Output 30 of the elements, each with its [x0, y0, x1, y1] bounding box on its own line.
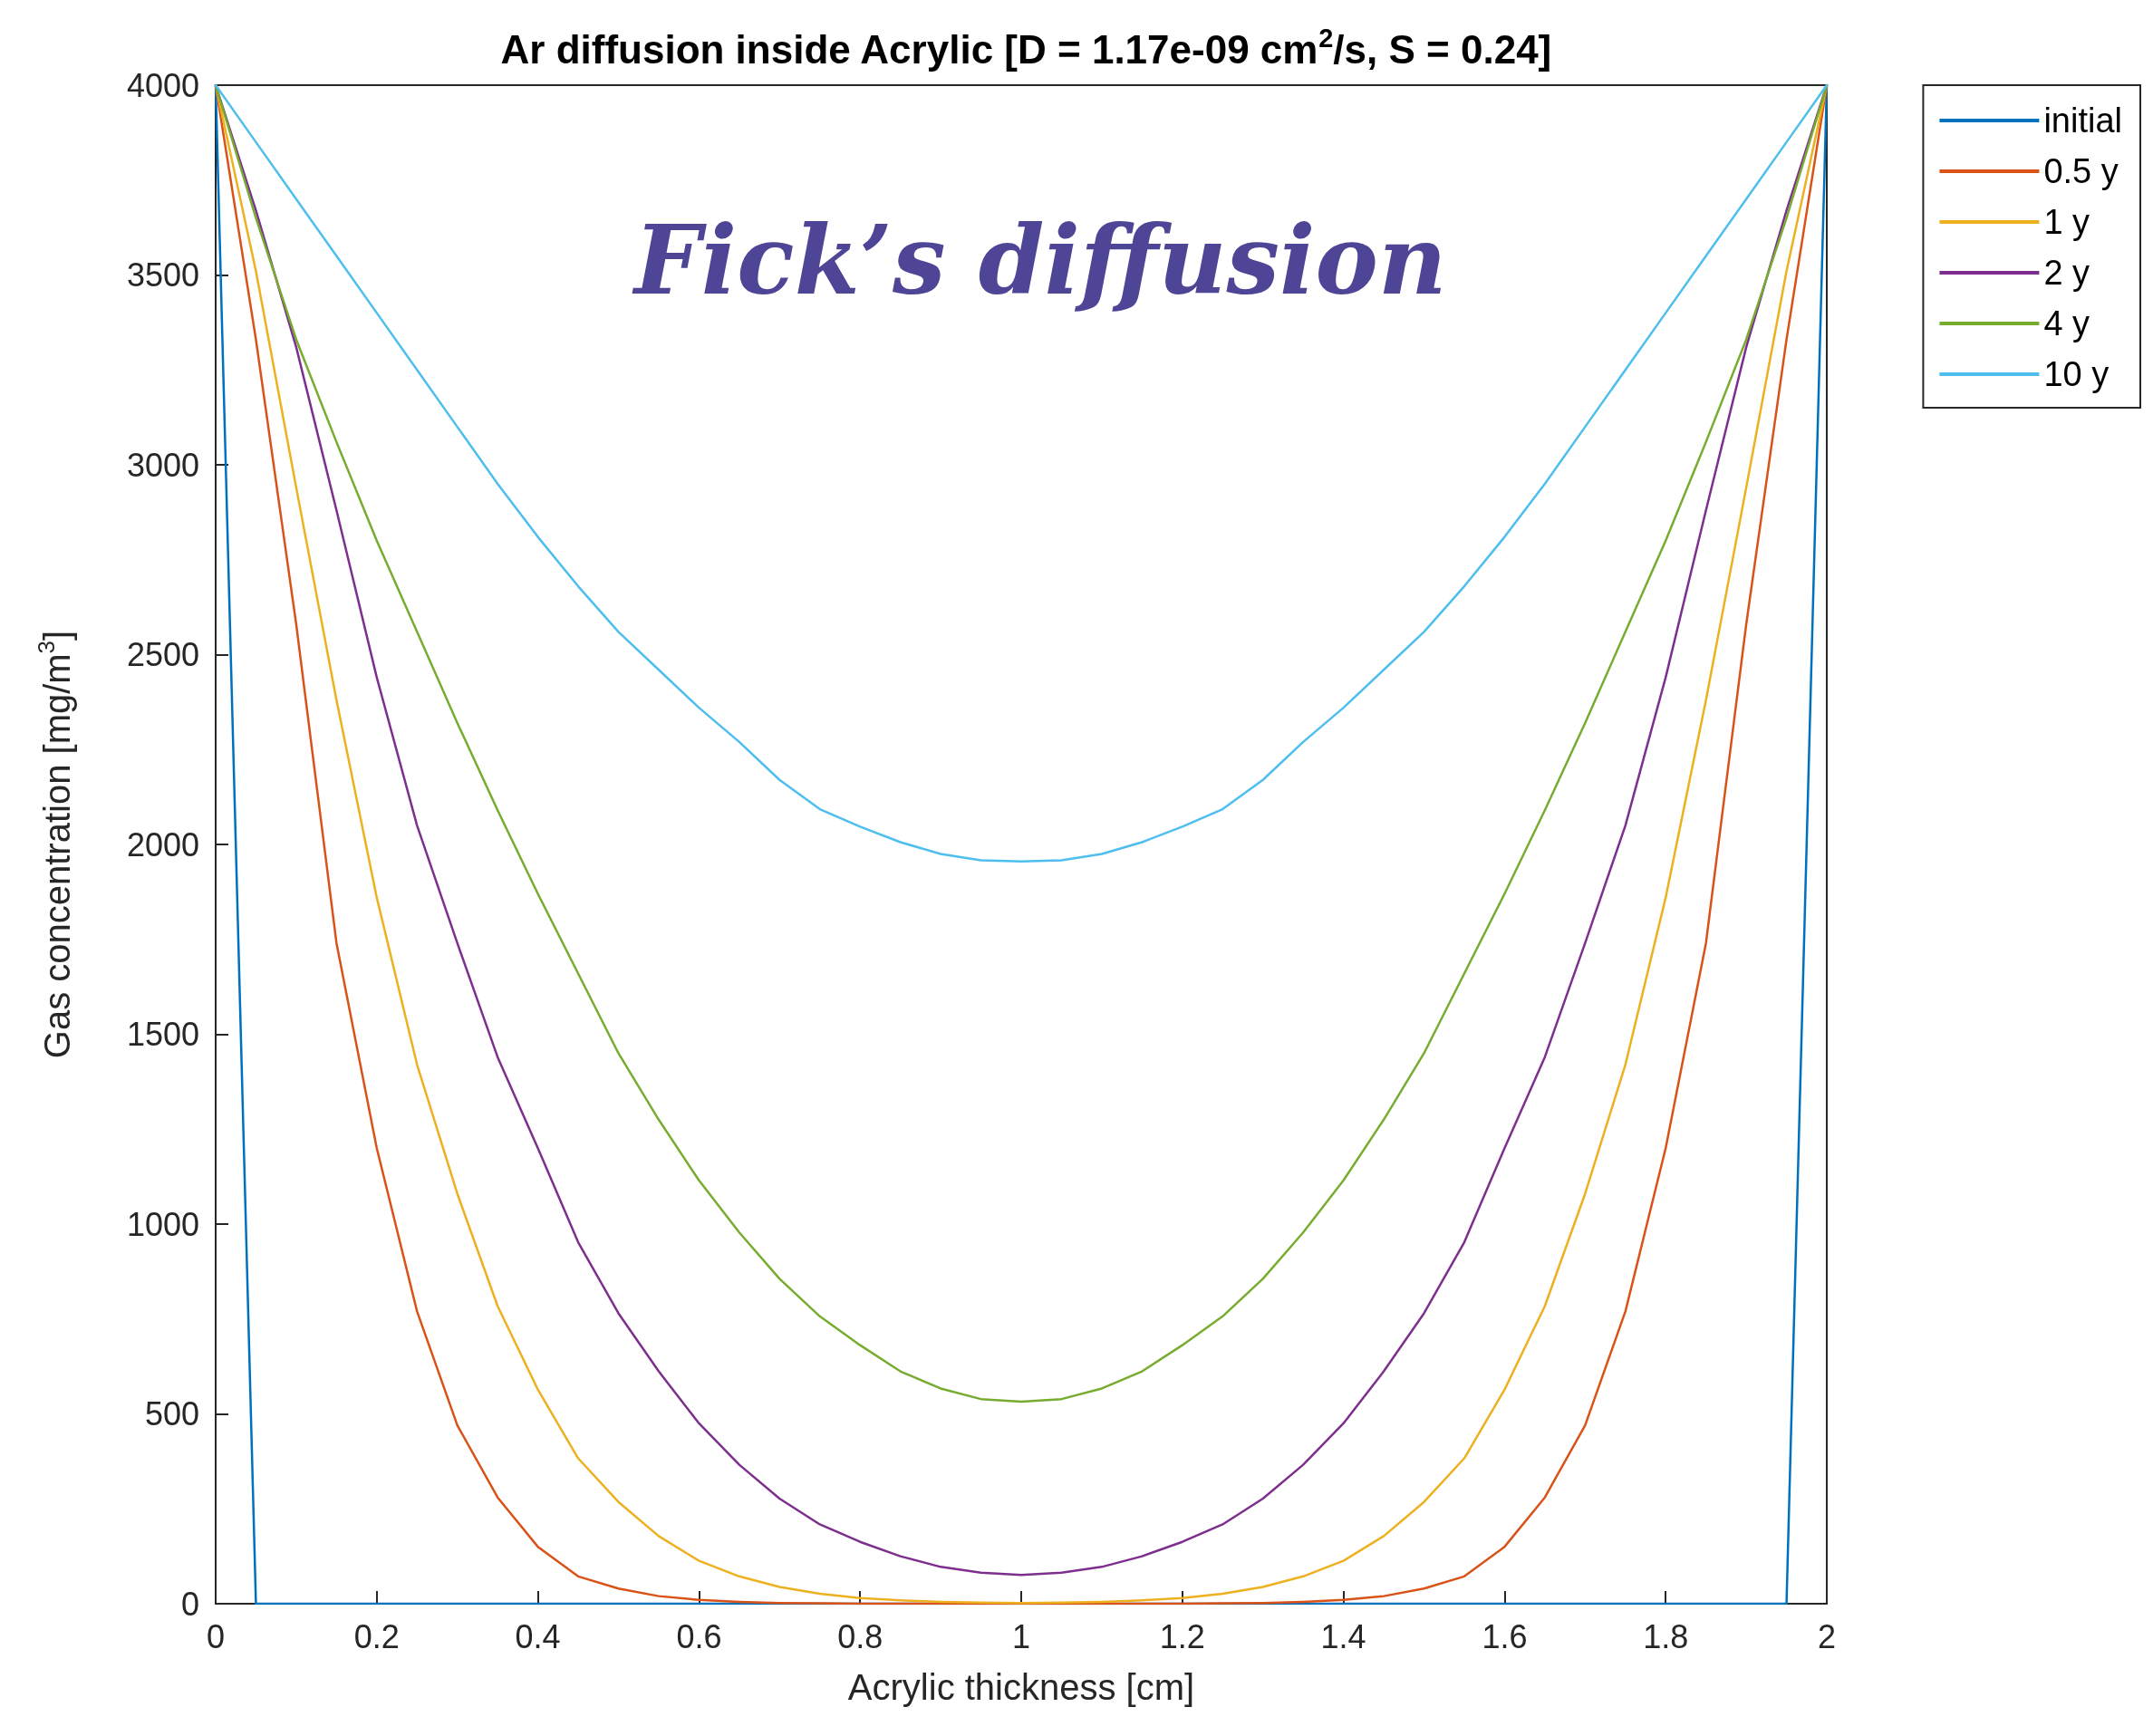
y-axis-title: Gas concentration [mg/m3] — [33, 630, 77, 1059]
y-tick-label: 1000 — [126, 1205, 199, 1243]
legend-label: 4 y — [2043, 304, 2090, 342]
x-tick-label: 1.8 — [1643, 1617, 1689, 1655]
line-series — [214, 83, 1829, 863]
x-tick-label: 1.6 — [1482, 1617, 1528, 1655]
x-tick-label: 0.2 — [353, 1617, 400, 1655]
y-tick-label: 3500 — [126, 256, 199, 294]
y-tick-label: 0 — [180, 1585, 199, 1623]
x-tick-label: 0.4 — [515, 1617, 561, 1655]
legend-label: 0.5 y — [2043, 152, 2119, 190]
legend-label: 1 y — [2043, 203, 2090, 241]
x-tick-label: 1.2 — [1159, 1617, 1205, 1655]
y-tick-label: 4000 — [126, 66, 199, 104]
legend-label: initial — [2043, 101, 2123, 140]
legend-label: 10 y — [2043, 355, 2110, 393]
y-tick-label: 2000 — [126, 825, 199, 863]
legend-label: 2 y — [2043, 254, 2090, 292]
x-tick-label: 0.8 — [837, 1617, 883, 1655]
x-axis-title: Acrylic thickness [cm] — [847, 1667, 1195, 1707]
x-tick-label: 1 — [1011, 1617, 1031, 1655]
x-tick-label: 1.4 — [1320, 1617, 1366, 1655]
y-tick-label: 2500 — [126, 636, 199, 673]
x-tick-label: 0.6 — [676, 1617, 722, 1655]
x-tick-label: 2 — [1817, 1617, 1837, 1655]
y-tick-label: 3000 — [126, 446, 199, 484]
annotation: Fick’s diffusion — [632, 204, 1447, 316]
x-tick-label: 0 — [206, 1617, 226, 1655]
y-tick-label: 500 — [144, 1395, 199, 1432]
y-tick-label: 1500 — [126, 1016, 199, 1053]
